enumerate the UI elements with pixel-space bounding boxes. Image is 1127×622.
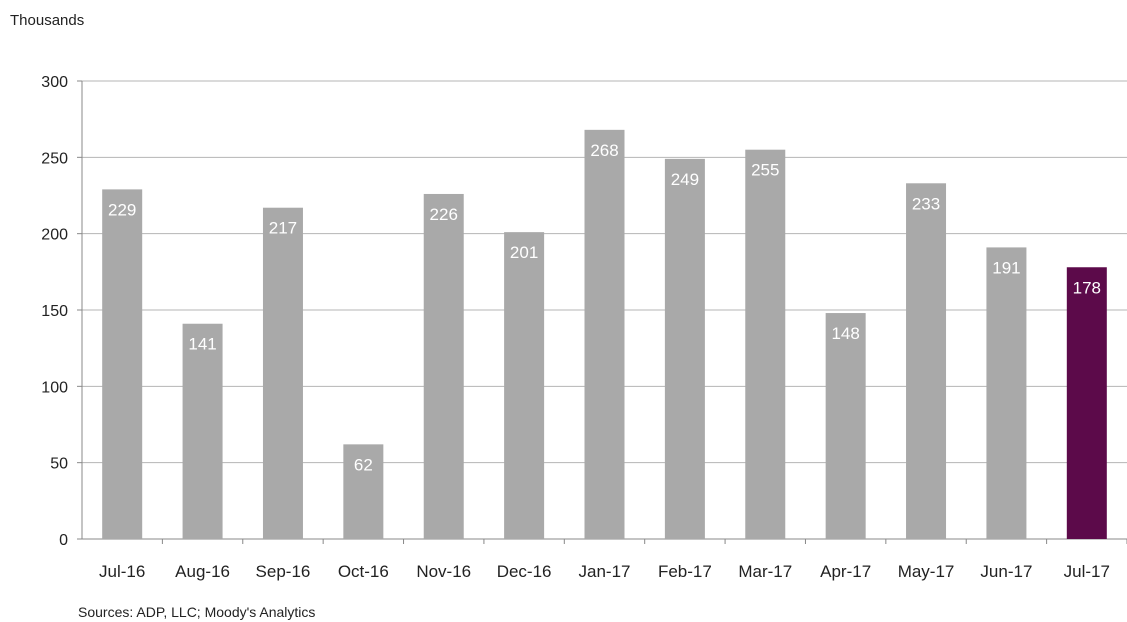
data-label: 148 [831, 324, 859, 343]
bar-sep-16 [262, 207, 303, 540]
x-tick-label: Oct-16 [338, 562, 389, 581]
bar-aug-16 [182, 323, 223, 539]
x-tick-label: Mar-17 [738, 562, 792, 581]
bar-apr-17 [825, 313, 866, 539]
data-label: 268 [590, 141, 618, 160]
y-tick-label: 250 [41, 150, 68, 167]
data-label: 62 [354, 455, 373, 474]
x-tick-labels: Jul-16 Aug-16 Sep-16 Oct-16 Nov-16 Dec-16 Jan-… [99, 562, 1110, 581]
x-tick-label: Apr-17 [820, 562, 871, 581]
x-tick-label: Nov-16 [416, 562, 471, 581]
bar-may-17 [906, 183, 947, 539]
data-labels: 229 141 217 62 226 201 268 249 255 148 233 191 178 [108, 141, 1101, 474]
bar-jan-17 [584, 129, 625, 539]
data-label: 226 [430, 205, 458, 224]
y-tick-label: 0 [59, 532, 68, 549]
bar-jul-16 [102, 189, 143, 540]
data-label: 233 [912, 194, 940, 213]
x-tick-label: Jul-16 [99, 562, 145, 581]
x-tick-label: Jul-17 [1064, 562, 1110, 581]
bar-mar-17 [745, 149, 786, 539]
x-tick-label: Dec-16 [497, 562, 552, 581]
data-label: 229 [108, 200, 136, 219]
bar-feb-17 [664, 158, 705, 540]
y-tick-labels: 0 50 100 150 200 250 300 [41, 74, 68, 549]
bar-oct-16 [343, 444, 384, 539]
y-tick-label: 200 [41, 227, 68, 244]
bar-jun-17 [986, 247, 1027, 539]
x-tick-label: Feb-17 [658, 562, 712, 581]
x-tick-label: May-17 [898, 562, 955, 581]
data-label: 201 [510, 243, 538, 262]
bar-chart: 229 141 217 62 226 201 268 249 255 148 233 191 178 0… [41, 74, 1127, 581]
x-tick-label: Sep-16 [256, 562, 311, 581]
bars [102, 129, 1107, 540]
data-label: 191 [992, 258, 1020, 277]
data-label: 255 [751, 161, 779, 180]
y-tick-label: 100 [41, 379, 68, 396]
y-axis-unit-label: Thousands [10, 12, 85, 29]
y-tick-label: 50 [50, 456, 68, 473]
bar-jul-17 [1066, 267, 1107, 539]
bar-nov-16 [423, 193, 464, 539]
data-label: 178 [1073, 278, 1101, 297]
y-tick-label: 300 [41, 74, 68, 91]
y-tick-label: 150 [41, 303, 68, 320]
data-label: 217 [269, 219, 297, 238]
data-label: 249 [671, 170, 699, 189]
x-tick-label: Aug-16 [175, 562, 230, 581]
x-tick-label: Jun-17 [980, 562, 1032, 581]
bar-dec-16 [504, 232, 545, 539]
x-tick-label: Jan-17 [579, 562, 631, 581]
source-note: Sources: ADP, LLC; Moody's Analytics [78, 604, 316, 620]
data-label: 141 [188, 335, 216, 354]
